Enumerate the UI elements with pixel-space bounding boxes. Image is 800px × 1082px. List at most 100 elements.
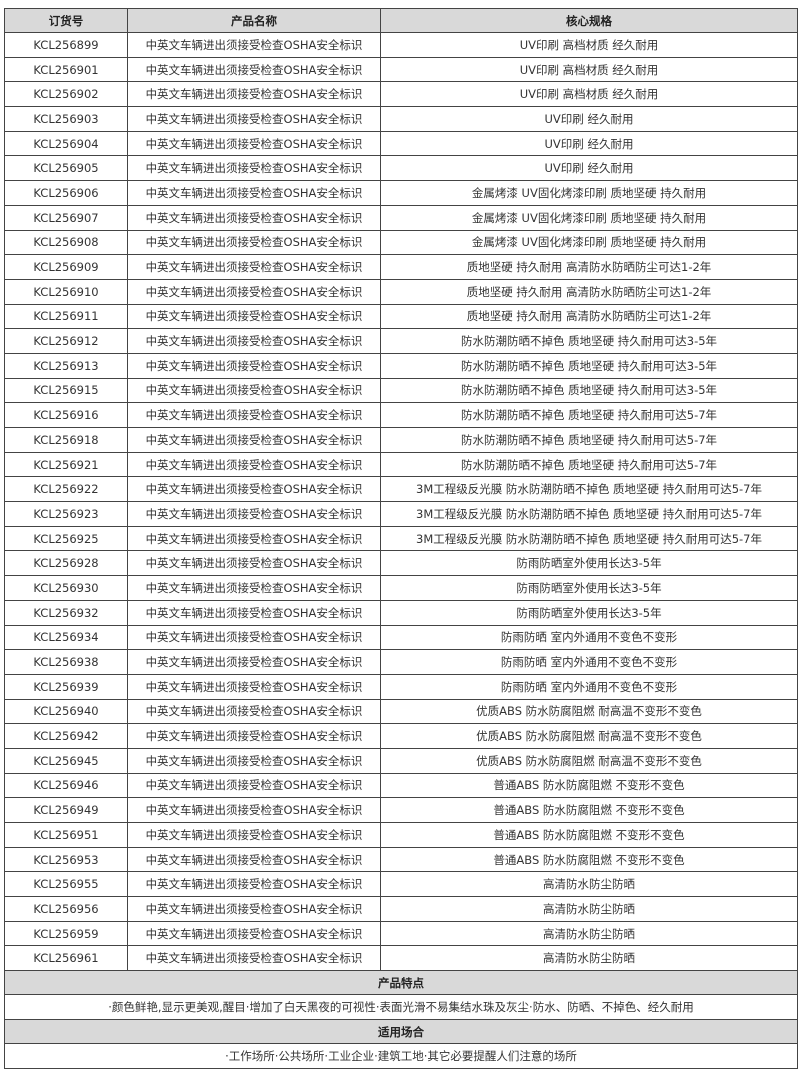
table-row: KCL256923 中英文车辆进出须接受检查OSHA安全标识 3M工程级反光膜 防水… (4, 501, 798, 527)
table-row: KCL256910 中英文车辆进出须接受检查OSHA安全标识 质地坚硬 持久耐用 高… (4, 278, 798, 305)
product-name-cell: 中英文车辆进出须接受检查OSHA安全标识 (127, 550, 381, 577)
product-name-cell: 中英文车辆进出须接受检查OSHA安全标识 (127, 204, 381, 231)
header-core-spec: 核心规格 (380, 8, 798, 33)
core-spec-cell: 防雨防晒 室内外通用不变色不变形 (380, 624, 798, 651)
order-number-cell: KCL256908 (4, 229, 128, 256)
product-name-cell: 中英文车辆进出须接受检查OSHA安全标识 (127, 278, 381, 305)
product-name-cell: 中英文车辆进出须接受检查OSHA安全标识 (127, 155, 381, 182)
features-title: 产品特点 (4, 970, 798, 996)
core-spec-cell: 防水防潮防晒不掉色 质地坚硬 持久耐用可达3-5年 (380, 352, 798, 379)
table-row: KCL256939 中英文车辆进出须接受检查OSHA安全标识 防雨防晒 室内外通用不… (4, 673, 798, 700)
product-name-cell: 中英文车辆进出须接受检查OSHA安全标识 (127, 797, 381, 823)
core-spec-cell: 高清防水防尘防晒 (380, 871, 798, 898)
core-spec-cell: UV印刷 高档材质 经久耐用 (380, 32, 798, 58)
table-row: KCL256908 中英文车辆进出须接受检查OSHA安全标识 金属烤漆 UV固化烤漆… (4, 229, 798, 256)
product-name-cell: 中英文车辆进出须接受检查OSHA安全标识 (127, 772, 381, 799)
order-number-cell: KCL256923 (4, 501, 128, 527)
product-name-cell: 中英文车辆进出须接受检查OSHA安全标识 (127, 106, 381, 132)
core-spec-cell: UV印刷 经久耐用 (380, 155, 798, 182)
order-number-cell: KCL256902 (4, 81, 128, 108)
product-name-cell: 中英文车辆进出须接受检查OSHA安全标识 (127, 56, 381, 83)
product-name-cell: 中英文车辆进出须接受检查OSHA安全标识 (127, 945, 381, 972)
table-row: KCL256938 中英文车辆进出须接受检查OSHA安全标识 防雨防晒 室内外通用不… (4, 649, 798, 675)
table-row: KCL256909 中英文车辆进出须接受检查OSHA安全标识 质地坚硬 持久耐用 高… (4, 254, 798, 280)
core-spec-cell: 优质ABS 防水防腐阻燃 耐高温不变形不变色 (380, 698, 798, 725)
order-number-cell: KCL256955 (4, 871, 128, 898)
features-header-row: 产品特点 (4, 970, 798, 996)
table-row: KCL256904 中英文车辆进出须接受检查OSHA安全标识 UV印刷 经久耐用 (4, 130, 798, 157)
order-number-cell: KCL256946 (4, 772, 128, 799)
core-spec-cell: 金属烤漆 UV固化烤漆印刷 质地坚硬 持久耐用 (380, 204, 798, 231)
core-spec-cell: 防雨防晒室外使用长达3-5年 (380, 575, 798, 601)
features-text-row: ·颜色鲜艳,显示更美观,醒目·增加了白天黑夜的可视性·表面光滑不易集结水珠及灰尘… (4, 994, 798, 1021)
product-name-cell: 中英文车辆进出须接受检查OSHA安全标识 (127, 81, 381, 108)
product-name-cell: 中英文车辆进出须接受检查OSHA安全标识 (127, 328, 381, 354)
core-spec-cell: 优质ABS 防水防腐阻燃 耐高温不变形不变色 (380, 747, 798, 774)
table-row: KCL256905 中英文车辆进出须接受检查OSHA安全标识 UV印刷 经久耐用 (4, 155, 798, 182)
core-spec-cell: 防雨防晒 室内外通用不变色不变形 (380, 649, 798, 675)
header-order-number: 订货号 (4, 8, 128, 33)
product-name-cell: 中英文车辆进出须接受检查OSHA安全标识 (127, 747, 381, 774)
core-spec-cell: 普通ABS 防水防腐阻燃 不变形不变色 (380, 822, 798, 848)
core-spec-cell: 防雨防晒 室内外通用不变色不变形 (380, 673, 798, 700)
product-spec-table: 订货号 产品名称 核心规格 KCL256899 中英文车辆进出须接受检查OSHA安… (4, 8, 798, 1070)
product-name-cell: 中英文车辆进出须接受检查OSHA安全标识 (127, 303, 381, 330)
core-spec-cell: 高清防水防尘防晒 (380, 945, 798, 972)
core-spec-cell: 高清防水防尘防晒 (380, 896, 798, 922)
product-name-cell: 中英文车辆进出须接受检查OSHA安全标识 (127, 352, 381, 379)
core-spec-cell: 防雨防晒室外使用长达3-5年 (380, 599, 798, 626)
product-name-cell: 中英文车辆进出须接受检查OSHA安全标识 (127, 599, 381, 626)
table-body: KCL256899 中英文车辆进出须接受检查OSHA安全标识 UV印刷 高档材质 经… (4, 32, 798, 972)
table-row: KCL256916 中英文车辆进出须接受检查OSHA安全标识 防水防潮防晒不掉色 质… (4, 402, 798, 428)
product-name-cell: 中英文车辆进出须接受检查OSHA安全标识 (127, 822, 381, 848)
table-row: KCL256902 中英文车辆进出须接受检查OSHA安全标识 UV印刷 高档材质 经… (4, 81, 798, 108)
order-number-cell: KCL256932 (4, 599, 128, 626)
order-number-cell: KCL256903 (4, 106, 128, 132)
table-row: KCL256921 中英文车辆进出须接受检查OSHA安全标识 防水防潮防晒不掉色 质… (4, 451, 798, 478)
order-number-cell: KCL256907 (4, 204, 128, 231)
table-row: KCL256934 中英文车辆进出须接受检查OSHA安全标识 防雨防晒 室内外通用不… (4, 624, 798, 651)
product-name-cell: 中英文车辆进出须接受检查OSHA安全标识 (127, 229, 381, 256)
order-number-cell: KCL256909 (4, 254, 128, 280)
product-name-cell: 中英文车辆进出须接受检查OSHA安全标识 (127, 673, 381, 700)
usage-title: 适用场合 (4, 1019, 798, 1045)
core-spec-cell: 防水防潮防晒不掉色 质地坚硬 持久耐用可达5-7年 (380, 427, 798, 453)
table-row: KCL256953 中英文车辆进出须接受检查OSHA安全标识 普通ABS 防水防腐阻… (4, 846, 798, 873)
core-spec-cell: 高清防水防尘防晒 (380, 920, 798, 947)
product-name-cell: 中英文车辆进出须接受检查OSHA安全标识 (127, 254, 381, 280)
table-row: KCL256940 中英文车辆进出须接受检查OSHA安全标识 优质ABS 防水防腐阻… (4, 698, 798, 725)
header-product-name: 产品名称 (127, 8, 381, 33)
table-row: KCL256922 中英文车辆进出须接受检查OSHA安全标识 3M工程级反光膜 防水… (4, 476, 798, 503)
order-number-cell: KCL256959 (4, 920, 128, 947)
table-row: KCL256928 中英文车辆进出须接受检查OSHA安全标识 防雨防晒室外使用长达3… (4, 550, 798, 577)
table-row: KCL256951 中英文车辆进出须接受检查OSHA安全标识 普通ABS 防水防腐阻… (4, 822, 798, 848)
product-name-cell: 中英文车辆进出须接受检查OSHA安全标识 (127, 624, 381, 651)
product-name-cell: 中英文车辆进出须接受检查OSHA安全标识 (127, 427, 381, 453)
core-spec-cell: UV印刷 经久耐用 (380, 130, 798, 157)
features-text: ·颜色鲜艳,显示更美观,醒目·增加了白天黑夜的可视性·表面光滑不易集结水珠及灰尘… (4, 994, 798, 1021)
product-name-cell: 中英文车辆进出须接受检查OSHA安全标识 (127, 451, 381, 478)
order-number-cell: KCL256905 (4, 155, 128, 182)
table-row: KCL256959 中英文车辆进出须接受检查OSHA安全标识 高清防水防尘防晒 (4, 920, 798, 947)
product-name-cell: 中英文车辆进出须接受检查OSHA安全标识 (127, 920, 381, 947)
product-name-cell: 中英文车辆进出须接受检查OSHA安全标识 (127, 575, 381, 601)
order-number-cell: KCL256949 (4, 797, 128, 823)
order-number-cell: KCL256934 (4, 624, 128, 651)
table-row: KCL256907 中英文车辆进出须接受检查OSHA安全标识 金属烤漆 UV固化烤漆… (4, 204, 798, 231)
order-number-cell: KCL256911 (4, 303, 128, 330)
product-name-cell: 中英文车辆进出须接受检查OSHA安全标识 (127, 871, 381, 898)
order-number-cell: KCL256913 (4, 352, 128, 379)
core-spec-cell: 防水防潮防晒不掉色 质地坚硬 持久耐用可达3-5年 (380, 328, 798, 354)
order-number-cell: KCL256939 (4, 673, 128, 700)
table-header-row: 订货号 产品名称 核心规格 (4, 8, 798, 33)
order-number-cell: KCL256901 (4, 56, 128, 83)
product-name-cell: 中英文车辆进出须接受检查OSHA安全标识 (127, 846, 381, 873)
order-number-cell: KCL256940 (4, 698, 128, 725)
order-number-cell: KCL256942 (4, 723, 128, 749)
core-spec-cell: 3M工程级反光膜 防水防潮防晒不掉色 质地坚硬 持久耐用可达5-7年 (380, 525, 798, 552)
product-name-cell: 中英文车辆进出须接受检查OSHA安全标识 (127, 402, 381, 428)
core-spec-cell: 普通ABS 防水防腐阻燃 不变形不变色 (380, 846, 798, 873)
product-name-cell: 中英文车辆进出须接受检查OSHA安全标识 (127, 525, 381, 552)
product-name-cell: 中英文车辆进出须接受检查OSHA安全标识 (127, 649, 381, 675)
table-row: KCL256930 中英文车辆进出须接受检查OSHA安全标识 防雨防晒室外使用长达3… (4, 575, 798, 601)
